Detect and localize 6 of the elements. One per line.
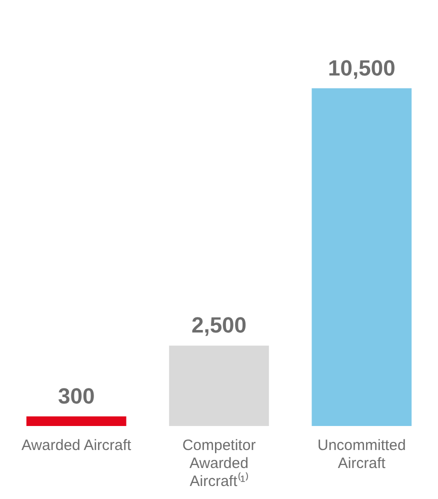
x-tick-label: Awarded Aircraft: [21, 437, 132, 454]
x-tick-label: Competitor Awarded Aircraft⁽¹⁾: [182, 437, 256, 490]
data-label: 300: [58, 383, 95, 408]
data-label: 2,500: [191, 312, 247, 338]
data-label: 10,500: [328, 55, 396, 80]
x-tick-label: Uncommitted Aircraft: [317, 437, 406, 472]
